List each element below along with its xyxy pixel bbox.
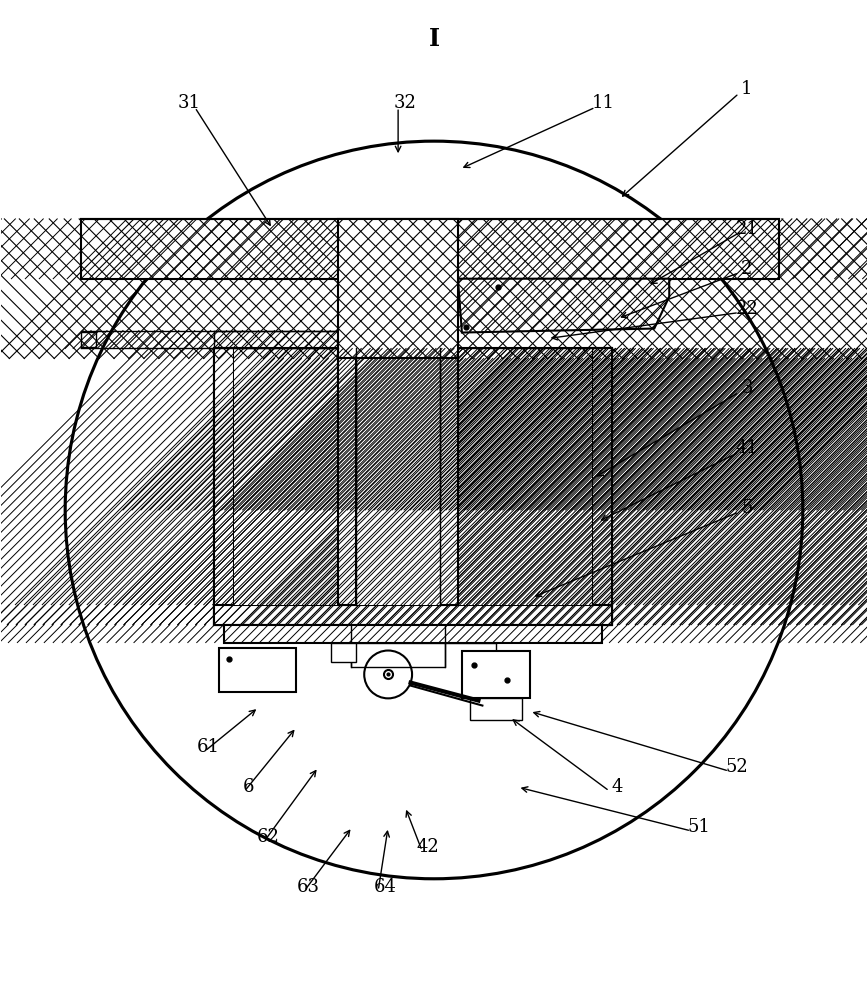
Bar <box>219 648 297 692</box>
Text: 31: 31 <box>177 94 201 112</box>
Text: 64: 64 <box>374 878 397 896</box>
Text: 62: 62 <box>257 828 280 846</box>
Bar <box>356 358 440 510</box>
Bar <box>81 219 779 279</box>
Bar <box>81 331 340 348</box>
Text: 22: 22 <box>735 300 759 318</box>
Text: 3: 3 <box>741 379 753 397</box>
Bar <box>352 643 445 667</box>
Bar <box>339 348 356 605</box>
Text: 63: 63 <box>297 878 320 896</box>
Text: 1: 1 <box>741 80 753 98</box>
Bar <box>356 348 440 605</box>
Text: 52: 52 <box>726 758 748 776</box>
Bar <box>339 219 458 358</box>
Bar <box>440 358 458 510</box>
Bar <box>339 358 356 510</box>
Bar <box>214 348 233 625</box>
Text: 21: 21 <box>735 220 759 238</box>
Bar <box>470 698 522 720</box>
Text: 51: 51 <box>687 818 711 836</box>
Polygon shape <box>458 279 669 333</box>
Bar <box>214 605 613 625</box>
Bar <box>214 348 613 625</box>
Text: 61: 61 <box>197 738 220 756</box>
Text: 6: 6 <box>243 778 254 796</box>
Text: 32: 32 <box>394 94 417 112</box>
Bar <box>593 348 613 625</box>
Bar <box>462 651 529 698</box>
Bar <box>332 643 356 662</box>
Bar <box>224 625 602 643</box>
Text: 5: 5 <box>741 499 753 517</box>
Text: 11: 11 <box>592 94 615 112</box>
Text: 41: 41 <box>735 439 759 457</box>
Text: 42: 42 <box>417 838 439 856</box>
Text: 2: 2 <box>741 260 753 278</box>
Bar <box>81 332 96 347</box>
Bar <box>233 348 593 605</box>
Text: I: I <box>429 27 439 51</box>
Bar <box>440 348 458 605</box>
Text: 4: 4 <box>612 778 623 796</box>
